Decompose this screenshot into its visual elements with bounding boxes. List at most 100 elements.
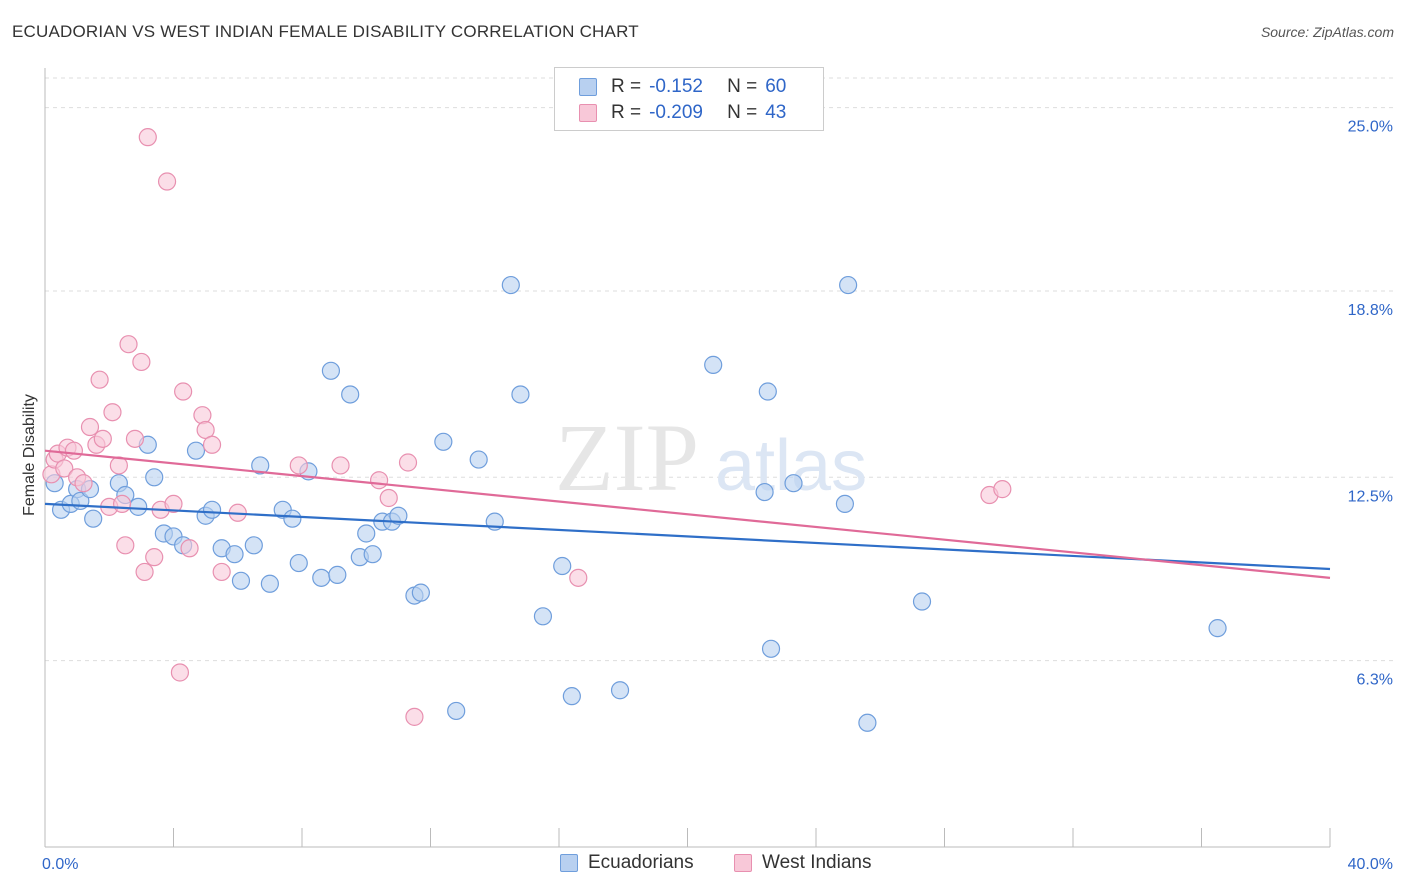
chart-title: ECUADORIAN VS WEST INDIAN FEMALE DISABIL… [12,22,639,41]
point-west-indian [64,441,84,460]
legend-swatch-blue [579,78,597,96]
point-ecuadorian [553,556,572,576]
point-ecuadorian [839,275,858,295]
legend-n-value: 60 [765,76,787,97]
y-axis-label: Female Disability [21,394,38,516]
tick-labels: 6.3% 12.5% 18.8% 25.0% 0.0% 40.0% [42,119,1393,873]
point-ecuadorian [260,574,279,593]
point-ecuadorian [289,553,308,573]
point-ecuadorian [321,361,341,380]
point-ecuadorian [251,456,270,475]
legend-row-west-indians: R = -0.209 N = 43 [579,100,786,126]
trend-line-ecuadorians [44,502,1331,571]
legend-n-value: 43 [765,102,787,123]
legend-swatch-pink [579,104,597,122]
point-west-indian [202,435,222,454]
point-west-indian [112,494,132,514]
point-ecuadorian [434,432,453,451]
legend-row-ecuadorians: R = -0.152 N = 60 [579,74,786,100]
x-tick-label: 0.0% [42,856,78,873]
point-west-indian [193,406,212,425]
legend-r-label: R = [611,76,642,97]
point-west-indian [55,459,74,478]
point-ecuadorian [231,571,251,590]
point-west-indian [132,352,151,372]
point-west-indian [135,562,154,582]
legend-box: R = -0.152 N = 60 R = -0.209 N = 43 [554,67,824,131]
point-west-indian [103,403,122,422]
point-ecuadorian [835,494,855,514]
point-west-indian [180,539,199,558]
point-west-indian [116,536,135,555]
point-west-indian [157,172,177,191]
legend-r-value: -0.152 [649,76,703,97]
point-ecuadorian [328,565,347,584]
point-ecuadorian [912,592,932,611]
y-tick-label: 18.8% [1348,302,1393,319]
point-ecuadorian [562,687,581,706]
point-ecuadorian [761,639,781,658]
trend-line-west-indians [44,449,1331,579]
legend-r-label: R = [611,102,642,123]
point-ecuadorian [186,441,206,460]
point-west-indian [993,480,1012,499]
point-west-indian [93,429,112,448]
bottom-legend-label: Ecuadorians [588,852,694,873]
point-ecuadorian [501,275,520,295]
legend-r-value: -0.209 [649,102,703,123]
bottom-legend: Ecuadorians West Indians [0,852,1406,876]
bottom-legend-swatch-pink [734,854,752,872]
trend-lines [44,449,1331,579]
point-ecuadorian [1208,619,1227,638]
point-west-indian [125,429,145,448]
point-ecuadorian [411,583,430,602]
watermark-atlas: atlas [715,426,867,506]
bottom-legend-west-indians: West Indians [734,852,871,874]
y-tick-label: 25.0% [1348,119,1393,136]
point-west-indian [405,707,424,726]
y-tick-label: 12.5% [1348,488,1393,505]
source-credit: Source: ZipAtlas.com [1260,24,1394,40]
point-west-indian [370,471,389,490]
point-ecuadorian [363,545,382,564]
point-ecuadorian [341,385,360,404]
legend-n-label: N = [727,76,758,97]
point-ecuadorian [704,355,723,374]
point-ecuadorian [357,524,376,543]
point-west-indian [331,456,350,475]
series-ecuadorians [45,275,1227,732]
point-west-indian [170,663,190,682]
point-west-indian [119,335,138,354]
point-ecuadorian [202,500,222,519]
point-ecuadorian [858,713,877,732]
point-ecuadorian [533,607,553,626]
point-ecuadorian [447,701,466,721]
point-ecuadorian [145,468,164,487]
point-west-indian [174,382,193,401]
point-ecuadorian [283,509,302,528]
point-ecuadorian [129,497,148,516]
point-ecuadorian [511,385,530,404]
point-ecuadorian [225,545,244,564]
point-west-indian [90,370,109,389]
point-west-indian [74,474,93,493]
point-ecuadorian [784,474,803,493]
watermark-zip: ZIP [555,404,699,511]
legend-n-label: N = [727,102,758,123]
point-ecuadorian [758,382,777,401]
point-west-indian [212,562,231,582]
point-ecuadorian [755,482,774,502]
point-ecuadorian [389,506,408,525]
point-ecuadorian [610,681,630,700]
bottom-legend-swatch-blue [560,854,578,872]
x-tick-label: 40.0% [1348,856,1393,873]
point-west-indian [164,494,183,514]
bottom-legend-ecuadorians: Ecuadorians [560,852,694,874]
point-west-indian [398,453,418,472]
point-west-indian [379,488,398,508]
point-west-indian [80,417,100,437]
bottom-legend-label: West Indians [762,852,872,873]
point-ecuadorian [469,450,488,469]
point-west-indian [145,548,164,567]
